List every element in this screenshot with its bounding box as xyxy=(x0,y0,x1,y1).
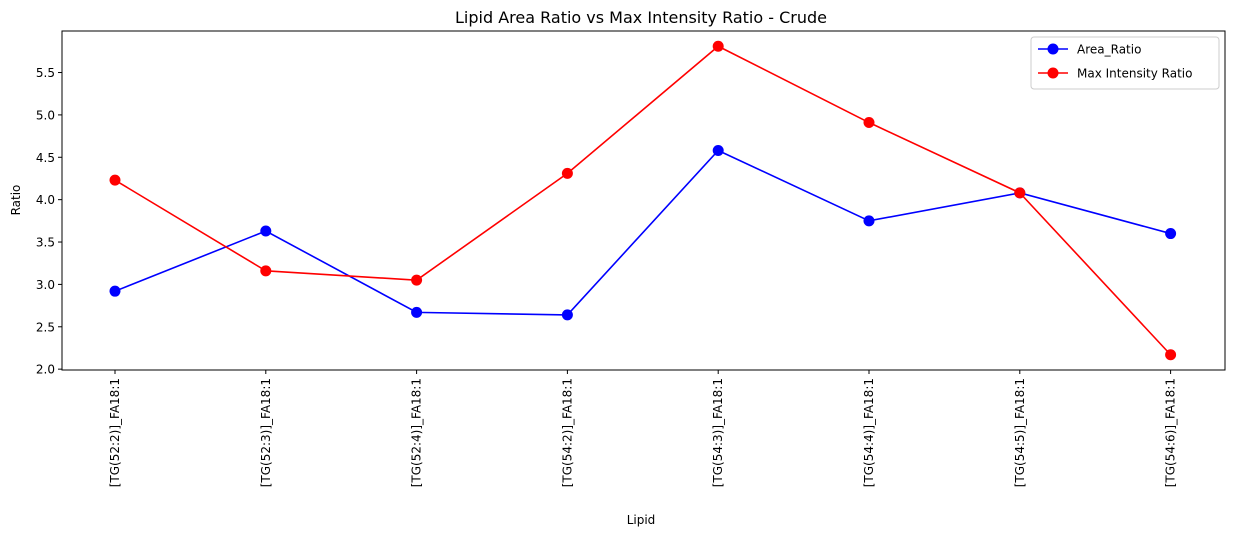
data-point xyxy=(712,40,724,52)
x-tick-label: [TG(52:2)]_FA18:1 xyxy=(108,378,122,487)
x-tick-label: [TG(54:5)]_FA18:1 xyxy=(1013,378,1027,487)
y-tick-label: 4.0 xyxy=(36,193,55,207)
data-point xyxy=(260,225,272,237)
data-point xyxy=(260,265,272,277)
legend-marker xyxy=(1047,43,1059,55)
chart-title: Lipid Area Ratio vs Max Intensity Ratio … xyxy=(455,8,827,27)
data-point xyxy=(1165,228,1177,240)
y-tick-label: 2.5 xyxy=(36,320,55,334)
data-point xyxy=(712,144,724,156)
data-point xyxy=(109,285,121,297)
legend-items: Area_Ratio Max Intensity Ratio xyxy=(1038,43,1192,81)
series-line xyxy=(114,45,1172,356)
series-line xyxy=(114,149,1171,316)
data-point xyxy=(109,174,121,186)
series-layer xyxy=(109,40,1177,361)
y-axis-ticks: 2.0 2.5 3.0 3.5 4.0 4.5 5.0 5.5 xyxy=(36,66,62,377)
x-tick-label: [TG(52:4)]_FA18:1 xyxy=(410,378,424,487)
x-tick-label: [TG(54:3)]_FA18:1 xyxy=(711,378,725,487)
data-point xyxy=(863,117,875,129)
plot-area: 2.0 2.5 3.0 3.5 4.0 4.5 5.0 5.5 [TG(52:2)]_FA18… xyxy=(36,30,1226,487)
x-axis-ticks: [TG(52:2)]_FA18:1 [TG(52:3)]_FA18:1 [TG(52… xyxy=(108,370,1178,487)
x-tick-label: [TG(54:6)]_FA18:1 xyxy=(1164,378,1178,487)
legend-marker xyxy=(1047,67,1059,79)
x-tick-label: [TG(54:2)]_FA18:1 xyxy=(560,378,574,487)
y-tick-label: 3.0 xyxy=(36,278,55,292)
y-tick-label: 2.0 xyxy=(36,363,55,377)
data-point xyxy=(1014,187,1026,199)
data-point xyxy=(1165,349,1177,361)
legend-label: Max Intensity Ratio xyxy=(1077,67,1192,81)
y-tick-label: 5.0 xyxy=(36,108,55,122)
y-axis-label: Ratio xyxy=(9,185,23,216)
data-point xyxy=(863,215,875,227)
y-tick-label: 4.5 xyxy=(36,151,55,165)
data-point xyxy=(561,309,573,321)
x-axis-label: Lipid xyxy=(627,513,656,527)
data-point xyxy=(411,306,423,318)
legend: Area_Ratio Max Intensity Ratio xyxy=(1030,36,1220,90)
legend-box xyxy=(1030,36,1220,90)
data-point xyxy=(561,167,573,179)
y-tick-label: 5.5 xyxy=(36,66,55,80)
x-tick-label: [TG(52:3)]_FA18:1 xyxy=(259,378,273,487)
data-point xyxy=(411,274,423,286)
legend-label: Area_Ratio xyxy=(1077,43,1141,57)
x-tick-label: [TG(54:4)]_FA18:1 xyxy=(862,378,876,487)
plot-frame xyxy=(61,30,1226,371)
y-tick-label: 3.5 xyxy=(36,236,55,250)
